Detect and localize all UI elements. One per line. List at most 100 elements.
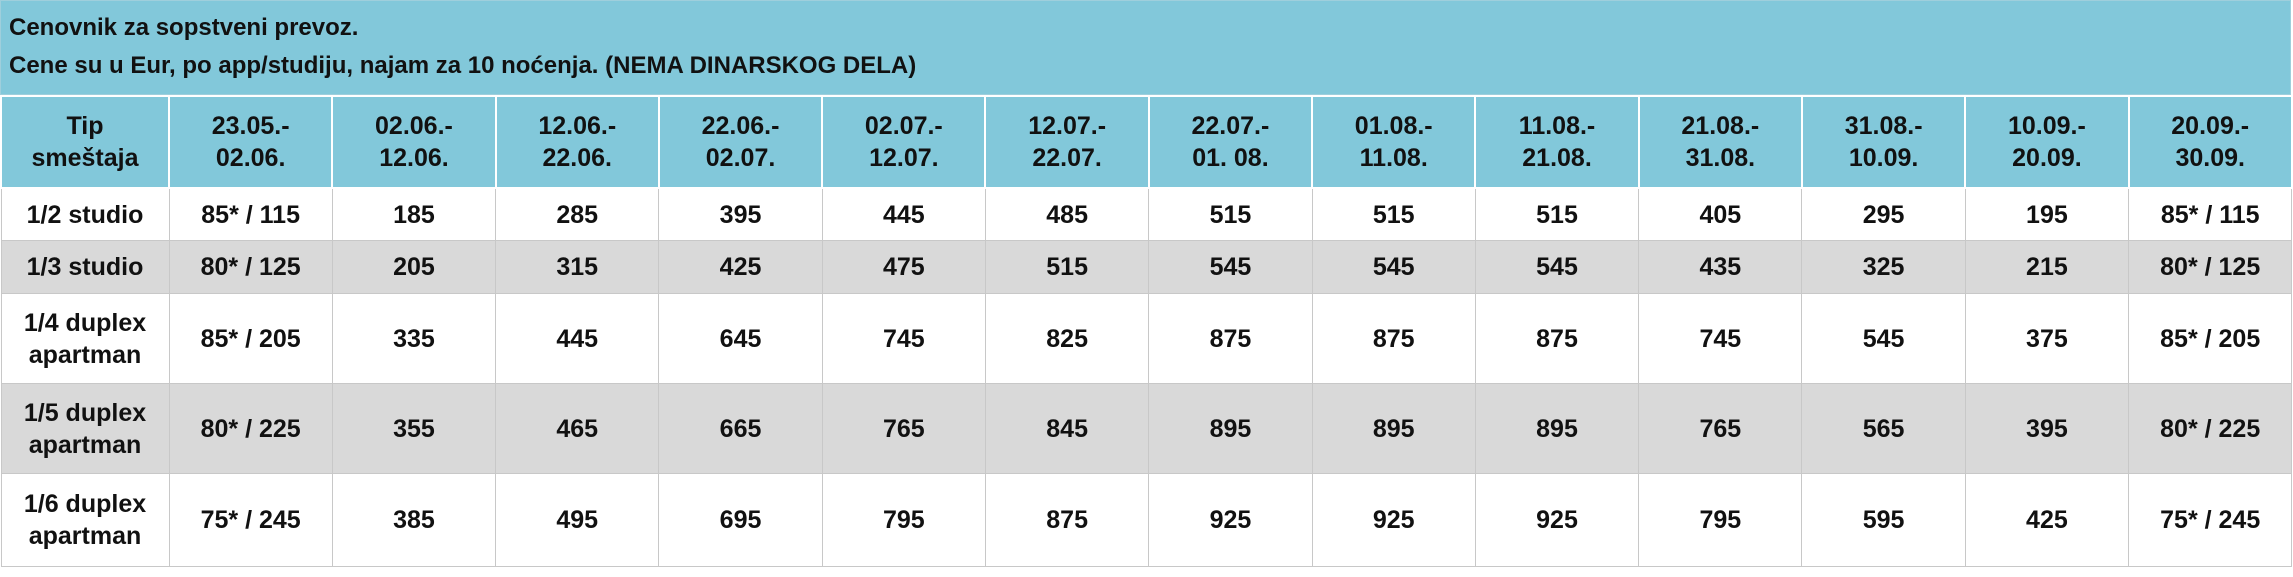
header-text: 22.06.-	[701, 112, 780, 140]
price-cell: 395	[658, 187, 823, 241]
price-cell: 895	[1474, 383, 1640, 474]
price-cell: 425	[658, 240, 823, 294]
row-label-text: 1/5 duplex	[23, 398, 147, 427]
header-cell: 10.09.- 20.09.	[1964, 95, 2130, 189]
price-cell: 875	[984, 473, 1150, 567]
price-cell: 545	[1311, 240, 1476, 294]
header-text: 31.08.	[1685, 144, 1756, 172]
price-cell: 795	[821, 473, 986, 567]
row-label: 1/6 duplex apartman	[0, 473, 170, 567]
header-cell: 12.06.- 22.06.	[494, 95, 660, 189]
price-cell: 445	[821, 187, 986, 241]
price-cell: 80* / 225	[168, 383, 333, 474]
header-text: 30.09.	[2175, 144, 2245, 172]
price-cell: 745	[821, 293, 986, 384]
data-row: 1/2 studio 85* / 115 185 285 395 445 485 515 515…	[0, 187, 2293, 241]
header-text: 01. 08.	[1192, 144, 1269, 172]
price-cell: 195	[1964, 187, 2130, 241]
price-cell: 75* / 245	[168, 473, 333, 567]
row-label-text: apartman	[28, 340, 142, 369]
header-cell: 22.06.- 02.07.	[657, 95, 824, 189]
price-cell: 895	[1311, 383, 1476, 474]
price-cell: 80* / 225	[2128, 383, 2293, 474]
price-cell: 645	[658, 293, 823, 384]
header-text: 22.06.	[542, 144, 612, 172]
price-cell: 395	[1964, 383, 2130, 474]
price-cell: 545	[1474, 240, 1640, 294]
header-text: 20.09.	[2012, 144, 2082, 172]
price-cell: 315	[495, 240, 660, 294]
price-cell: 925	[1311, 473, 1476, 567]
header-cell: 20.09.- 30.09.	[2127, 95, 2293, 189]
header-text: 21.08.-	[1681, 112, 1760, 140]
price-cell: 85* / 115	[2128, 187, 2293, 241]
header-text: 12.07.	[869, 144, 939, 172]
header-cell: 02.06.- 12.06.	[331, 95, 497, 189]
header-text: 31.08.-	[1844, 112, 1923, 140]
price-cell: 355	[331, 383, 497, 474]
row-label: 1/2 studio	[0, 187, 170, 241]
header-text: 10.09.-	[2007, 112, 2086, 140]
row-label: 1/5 duplex apartman	[0, 383, 170, 474]
price-cell: 665	[658, 383, 823, 474]
header-text: 23.05.-	[211, 112, 290, 140]
price-cell: 285	[495, 187, 660, 241]
price-cell: 325	[1801, 240, 1966, 294]
data-row: 1/5 duplex apartman 80* / 225 355 465 665 765 8…	[0, 383, 2293, 474]
header-text: 02.06.	[215, 144, 286, 172]
price-cell: 405	[1638, 187, 1803, 241]
price-cell: 825	[984, 293, 1150, 384]
price-cell: 515	[1311, 187, 1476, 241]
header-text: 02.06.-	[375, 112, 453, 140]
row-label-text: 1/2 studio	[26, 200, 144, 229]
header-cell: Tip smeštaja	[0, 95, 170, 189]
row-label-text: 1/6 duplex	[23, 490, 147, 518]
header-text: 22.07.-	[1191, 112, 1270, 140]
price-cell: 205	[331, 240, 497, 294]
header-text: 12.07.-	[1028, 112, 1107, 140]
price-cell: 545	[1148, 240, 1313, 294]
title-line: Cene su u Eur, po app/studiju, najam za …	[9, 52, 917, 79]
price-cell: 765	[821, 383, 986, 474]
price-cell: 565	[1801, 383, 1966, 474]
row-label: 1/4 duplex apartman	[0, 293, 170, 384]
price-cell: 85* / 205	[168, 293, 333, 384]
price-cell: 695	[658, 473, 823, 567]
header-cell: 23.05.- 02.06.	[167, 95, 334, 189]
price-cell: 425	[1964, 473, 2130, 567]
data-row: 1/6 duplex apartman 75* / 245 385 495 695 795 8…	[0, 473, 2293, 567]
price-cell: 335	[331, 293, 497, 384]
row-label-text: apartman	[28, 522, 142, 550]
price-cell: 85* / 205	[2128, 293, 2293, 384]
header-text: 10.09.	[1848, 144, 1919, 172]
price-cell: 595	[1801, 473, 1966, 567]
price-cell: 445	[495, 293, 660, 384]
row-label-text: apartman	[28, 430, 142, 459]
price-cell: 845	[984, 383, 1150, 474]
data-row: 1/3 studio 80* / 125 205 315 425 475 515 545 545…	[0, 240, 2293, 294]
header-text: 02.07.	[705, 144, 776, 172]
title-block: Cenovnik za sopstveni prevoz. Cene su u …	[0, 0, 2291, 95]
price-cell: 925	[1148, 473, 1313, 567]
price-cell: 545	[1801, 293, 1966, 384]
header-cell: 12.07.- 22.07.	[984, 95, 1150, 189]
price-cell: 80* / 125	[2128, 240, 2293, 294]
price-cell: 515	[984, 240, 1150, 294]
price-cell: 485	[984, 187, 1150, 241]
price-cell: 875	[1148, 293, 1313, 384]
header-text: 21.08.	[1522, 144, 1592, 172]
price-cell: 185	[331, 187, 497, 241]
header-text: 11.08.	[1359, 144, 1428, 172]
price-cell: 765	[1638, 383, 1803, 474]
header-text: 01.08.-	[1354, 112, 1433, 140]
price-cell: 435	[1638, 240, 1803, 294]
price-cell: 385	[331, 473, 497, 567]
header-text: 12.06.-	[538, 112, 617, 140]
price-cell: 295	[1801, 187, 1966, 241]
price-cell: 745	[1638, 293, 1803, 384]
price-cell: 85* / 115	[168, 187, 333, 241]
header-text: 02.07.-	[864, 112, 943, 140]
price-cell: 875	[1311, 293, 1476, 384]
row-label-text: 1/4 duplex	[23, 308, 147, 337]
